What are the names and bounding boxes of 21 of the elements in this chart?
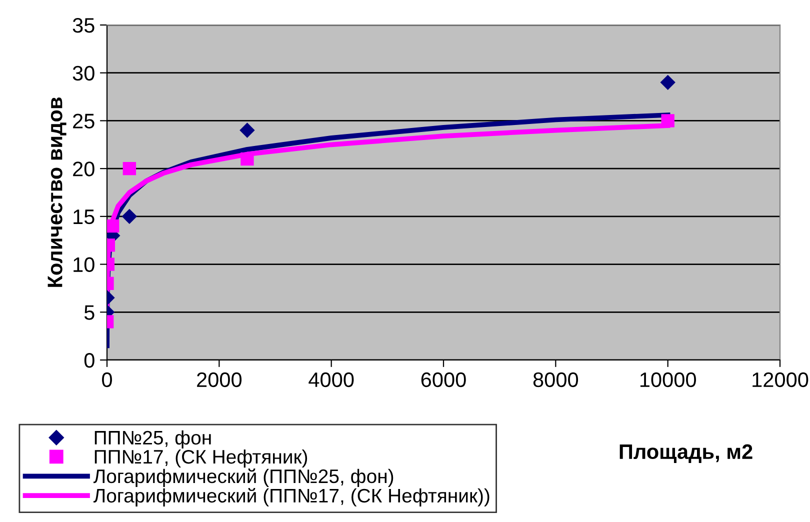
x-tick-label: 6000 xyxy=(421,372,466,388)
y-axis-title: Количество видов xyxy=(48,98,66,287)
y-tick-label: 10 xyxy=(74,257,94,272)
y-tick-label: 0 xyxy=(84,353,94,368)
x-tick-label: 4000 xyxy=(308,372,354,388)
x-tick-label: 2000 xyxy=(197,372,242,388)
legend-label: Логарифмический (ПП№25, фон) xyxy=(94,468,394,488)
legend-label: ПП№25, фон xyxy=(94,430,211,448)
y-tick-label: 35 xyxy=(72,18,94,33)
y-tick-label: 20 xyxy=(73,162,94,176)
y-tick-label: 30 xyxy=(72,66,94,81)
x-tick-label: 10000 xyxy=(640,372,696,388)
x-tick-label: 0 xyxy=(102,372,112,388)
y-tick-label: 25 xyxy=(73,114,94,128)
x-axis-title: Площадь, м2 xyxy=(620,444,752,463)
x-tick-label: 12000 xyxy=(752,372,808,388)
y-tick-label: 5 xyxy=(84,305,94,320)
legend-label: Логарифмический (ПП№17, (СК Нефтяник)) xyxy=(94,488,490,506)
legend-label: ПП№17, (СК Нефтяник) xyxy=(94,449,308,468)
x-tick-label: 8000 xyxy=(533,372,578,388)
y-tick-label: 15 xyxy=(74,210,94,224)
